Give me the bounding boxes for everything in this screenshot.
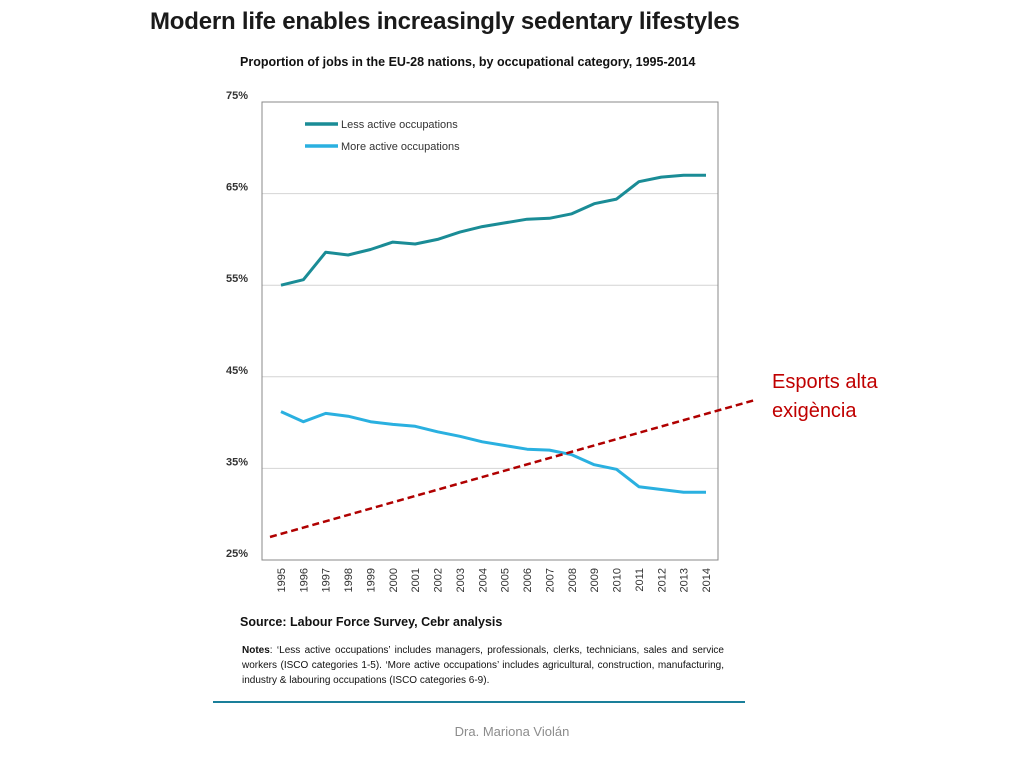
x-tick-label: 2011 (634, 568, 646, 592)
y-tick-label: 45% (226, 365, 248, 377)
x-tick-label: 2012 (656, 568, 668, 592)
gridlines (262, 193, 718, 469)
y-axis-ticks: 25% 35% 45% 55% 65% 75% (226, 90, 248, 560)
x-tick-label: 2009 (589, 568, 601, 592)
chart-source: Source: Labour Force Survey, Cebr analys… (240, 615, 503, 629)
x-tick-label: 2005 (500, 568, 512, 592)
y-tick-label: 75% (226, 90, 248, 102)
footer-author: Dra. Mariona Violán (454, 724, 570, 739)
x-tick-label: 2006 (522, 568, 534, 592)
notes-label: Notes (242, 645, 270, 656)
y-tick-label: 65% (226, 182, 248, 194)
plot-frame (261, 101, 719, 561)
annotation-label: Esports alta exigència (772, 371, 878, 422)
slide-title: Modern life enables increasingly sedenta… (150, 8, 740, 35)
divider (213, 701, 745, 703)
x-tick-label: 1996 (298, 568, 310, 592)
x-tick-label: 2007 (544, 568, 556, 592)
trend-line (269, 398, 756, 539)
y-tick-label: 25% (226, 548, 248, 560)
x-tick-label: 1998 (343, 568, 355, 592)
x-tick-label: 2004 (477, 568, 489, 592)
series-lines (280, 173, 706, 494)
legend-label: Less active occupations (341, 119, 458, 131)
x-tick-label: 1997 (321, 568, 333, 592)
legend: Less active occupations More active occup… (305, 119, 460, 153)
series-line-more-active (280, 410, 706, 494)
x-tick-label: 2014 (701, 568, 713, 592)
notes-text: : ‘Less active occupations’ includes man… (242, 645, 724, 686)
x-tick-label: 2002 (433, 568, 445, 592)
chart-title: Proportion of jobs in the EU-28 nations,… (240, 55, 696, 69)
x-tick-label: 2008 (567, 568, 579, 592)
x-axis-ticks: 1995 1996 1997 1998 1999 2000 2001 2002 2003 2004… (276, 568, 713, 592)
y-tick-label: 55% (226, 273, 248, 285)
x-tick-label: 2010 (612, 568, 624, 592)
x-tick-label: 2003 (455, 568, 467, 592)
y-tick-label: 35% (226, 456, 248, 468)
series-line-less-active (280, 173, 706, 287)
x-tick-label: 2013 (679, 568, 691, 592)
chart-notes: Notes: ‘Less active occupations’ include… (242, 643, 724, 688)
x-tick-label: 2000 (388, 568, 400, 592)
x-tick-label: 1995 (276, 568, 288, 592)
x-tick-label: 1999 (365, 568, 377, 592)
x-tick-label: 2001 (410, 568, 422, 592)
legend-label: More active occupations (341, 141, 460, 153)
